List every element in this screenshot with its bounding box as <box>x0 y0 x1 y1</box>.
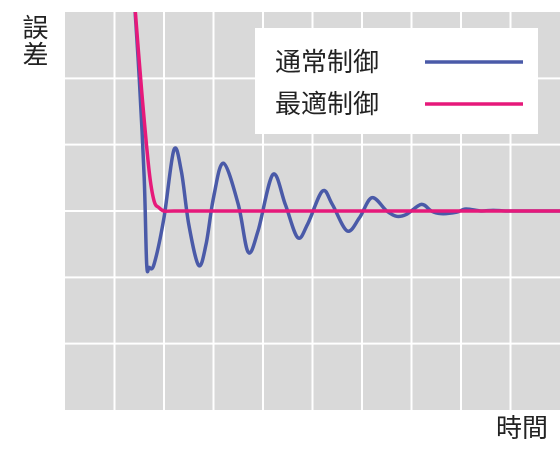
x-axis-label: 時間 <box>496 414 549 444</box>
legend-label-2: 最適制御 <box>275 90 379 120</box>
legend-label-1: 通常制御 <box>275 48 379 78</box>
legend-box <box>255 28 538 134</box>
series-line-2 <box>133 12 560 213</box>
y-axis-label: 誤差 <box>18 14 48 68</box>
series-line-1 <box>133 12 560 274</box>
series-group <box>133 12 560 274</box>
